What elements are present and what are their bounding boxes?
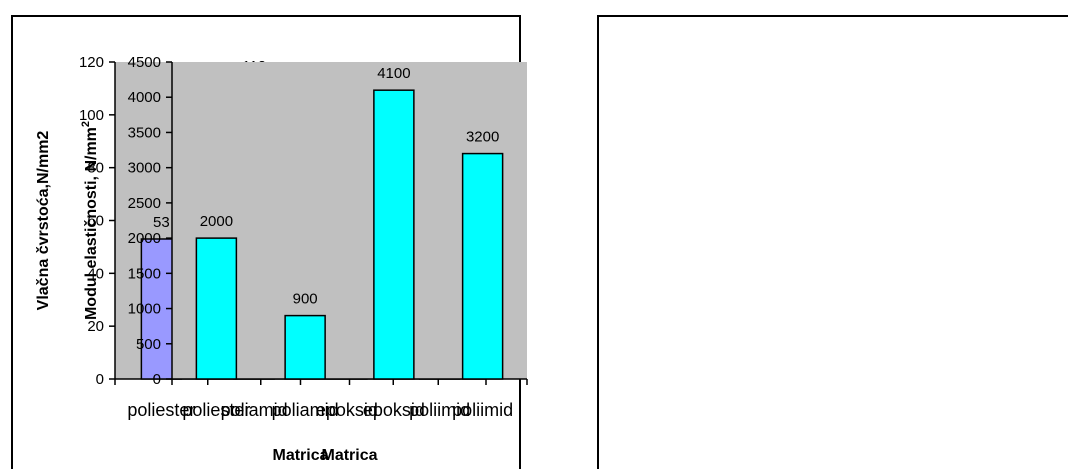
y-tick-label: 0 [153, 371, 161, 388]
y-axis-title: Vlačna čvrstoća,N/mm2 [35, 131, 52, 311]
y-axis-title-text: Vlačna čvrstoća,N/mm2 [35, 131, 52, 311]
x-category-label: poliimid [409, 400, 470, 420]
bar-poliamid [284, 314, 326, 380]
x-category-label: poliimid [452, 400, 513, 420]
x-category-label: epoksid [316, 400, 378, 420]
y-tick-label: 80 [87, 160, 104, 177]
data-label: 2000 [200, 213, 233, 230]
bar-epoksid [373, 89, 415, 380]
y-tick-label: 40 [87, 265, 104, 282]
elastic-modulus-chart-panel: 0 500 1000 1500 2000 2500 3000 3500 4000 4500 2000… [80, 0, 1068, 469]
elastic-modulus-chart: 0500100015002000250030003500400045002000… [80, 54, 528, 464]
y-tick-label: 4500 [128, 54, 161, 71]
y-tick-label: 120 [79, 54, 104, 71]
y-axis-title-superscript: 2 [80, 121, 92, 127]
y-tick-label: 1500 [128, 265, 161, 282]
x-category-label: poliester [127, 400, 195, 420]
x-category-label: poliamid [221, 400, 288, 420]
y-axis-title-text: Modul elastičnosti, N/mm [83, 127, 100, 320]
y-tick-label: 100 [79, 107, 104, 124]
x-category-label: poliester [182, 400, 250, 420]
bar-poliimid [461, 152, 504, 380]
y-tick-label: 20 [87, 318, 104, 335]
y-tick-label: 500 [136, 336, 161, 353]
data-label: 4100 [377, 65, 410, 82]
x-category-label: epoksid [363, 400, 425, 420]
y-tick-label: 2500 [128, 195, 161, 212]
data-label: 53 [153, 214, 170, 231]
y-tick-label: 3000 [128, 160, 161, 177]
data-label: 900 [293, 291, 318, 308]
x-axis-title: Matrica [272, 447, 328, 464]
y-tick-label: 1000 [128, 301, 161, 318]
y-tick-label: 4000 [128, 89, 161, 106]
y-tick-label: 0 [96, 371, 104, 388]
y-tick-label: 60 [87, 213, 104, 230]
bar-poliester [195, 237, 238, 380]
y-tick-label: 3500 [128, 124, 161, 141]
y-tick-label: 2000 [128, 230, 161, 247]
data-label: 3200 [466, 129, 499, 146]
chart-frame [597, 15, 1068, 469]
y-axis-title: Modul elastičnosti, N/mm2 [80, 121, 100, 320]
x-axis-title: Matrica [321, 447, 377, 464]
x-category-label: poliamid [272, 400, 339, 420]
